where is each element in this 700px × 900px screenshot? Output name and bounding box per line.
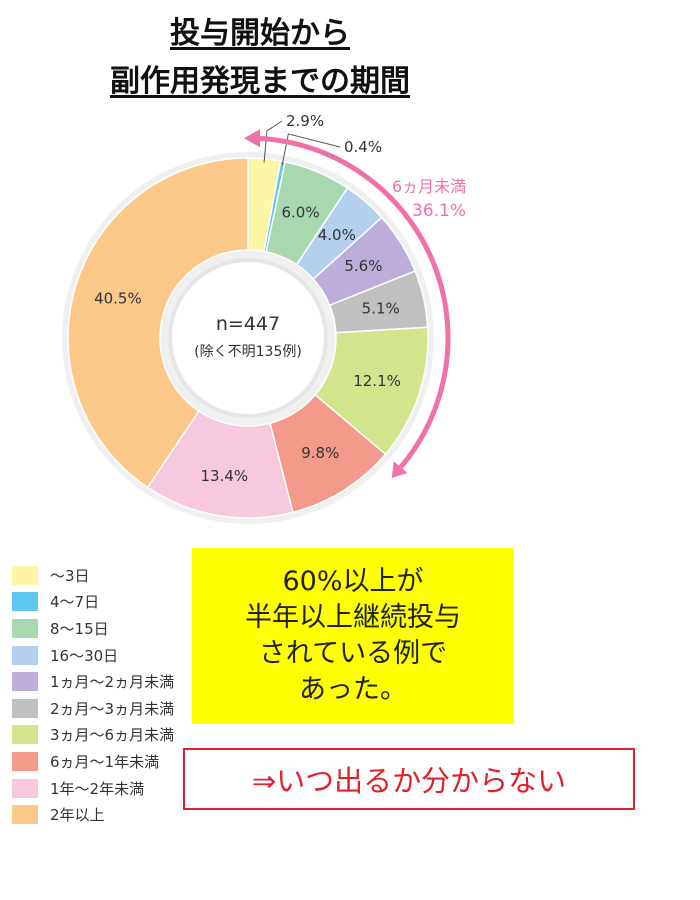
legend-item-8: 1年〜2年未満 [12, 775, 174, 802]
legend-item-5: 2ヵ月〜3ヵ月未満 [12, 695, 174, 722]
data-label-5: 5.1% [362, 299, 400, 317]
legend-swatch [12, 672, 38, 692]
data-label-9: 40.5% [94, 289, 142, 307]
legend-item-2: 8〜15日 [12, 615, 174, 642]
bracket-arrow-end [391, 461, 408, 478]
legend-swatch [12, 645, 38, 665]
leader-line-1 [281, 133, 341, 166]
legend-label: 4〜7日 [50, 593, 100, 612]
legend-label: 16〜30日 [50, 646, 119, 665]
legend-swatch [12, 565, 38, 585]
legend-label: 3ヵ月〜6ヵ月未満 [50, 726, 175, 745]
legend-label: 1年〜2年未満 [50, 779, 145, 798]
callout-text: 60%以上が 半年以上継続投与 されている例で あった。 [245, 566, 461, 705]
center-n-label: n=447 [216, 313, 280, 335]
legend-swatch [12, 592, 38, 612]
chart-title-line1: 投与開始から [170, 16, 350, 51]
legend-item-3: 16〜30日 [12, 642, 174, 669]
legend-item-7: 6ヵ月〜1年未満 [12, 748, 174, 775]
legend: 〜3日 4〜7日 8〜15日 16〜30日 1ヵ月〜2ヵ月未満 2ヵ月〜3ヵ月未満 3ヵ月〜… [12, 562, 174, 828]
legend-swatch [12, 778, 38, 798]
legend-item-4: 1ヵ月〜2ヵ月未満 [12, 668, 174, 695]
legend-swatch [12, 805, 38, 825]
legend-item-9: 2年以上 [12, 801, 174, 828]
chart-title-line2: 副作用発現までの期間 [110, 64, 410, 99]
bracket-label: 6ヵ月未満 [392, 177, 466, 196]
legend-label: 6ヵ月〜1年未満 [50, 752, 160, 771]
data-label-8: 13.4% [200, 467, 248, 485]
leader-line-0 [263, 120, 283, 163]
legend-label: 8〜15日 [50, 619, 109, 638]
bracket-arrow-start [243, 129, 260, 148]
pie-slice-9 [67, 157, 249, 489]
legend-swatch [12, 698, 38, 718]
legend-item-0: 〜3日 [12, 562, 174, 589]
data-label-3: 4.0% [318, 226, 356, 244]
legend-label: 1ヵ月〜2ヵ月未満 [50, 673, 175, 692]
bracket-arc [257, 135, 451, 469]
data-label-7: 9.8% [301, 444, 339, 462]
legend-label: 2ヵ月〜3ヵ月未満 [50, 699, 175, 718]
chart-center-hole [172, 262, 324, 414]
data-label-0: 2.9% [286, 112, 324, 130]
data-label-2: 6.0% [281, 204, 319, 222]
data-label-1: 0.4% [344, 138, 382, 156]
center-note-label: (除く不明135例) [194, 344, 302, 360]
legend-item-1: 4〜7日 [12, 589, 174, 616]
legend-swatch [12, 618, 38, 638]
legend-swatch [12, 751, 38, 771]
data-label-6: 12.1% [353, 372, 401, 390]
conclusion-box: ⇒いつ出るか分からない [183, 748, 635, 810]
legend-swatch [12, 725, 38, 745]
bracket-value: 36.1% [412, 201, 466, 221]
donut-chart: n=447 (除く不明135例) 6.0% 4.0% 5.6% 5.1% 12.1% 9.8%… [62, 112, 466, 524]
legend-label: 2年以上 [50, 806, 105, 825]
data-label-4: 5.6% [344, 257, 382, 275]
conclusion-text: ⇒いつ出るか分からない [251, 764, 567, 798]
callout-box: 60%以上が 半年以上継続投与 されている例で あった。 [192, 548, 514, 724]
legend-label: 〜3日 [50, 566, 90, 585]
legend-item-6: 3ヵ月〜6ヵ月未満 [12, 722, 174, 749]
